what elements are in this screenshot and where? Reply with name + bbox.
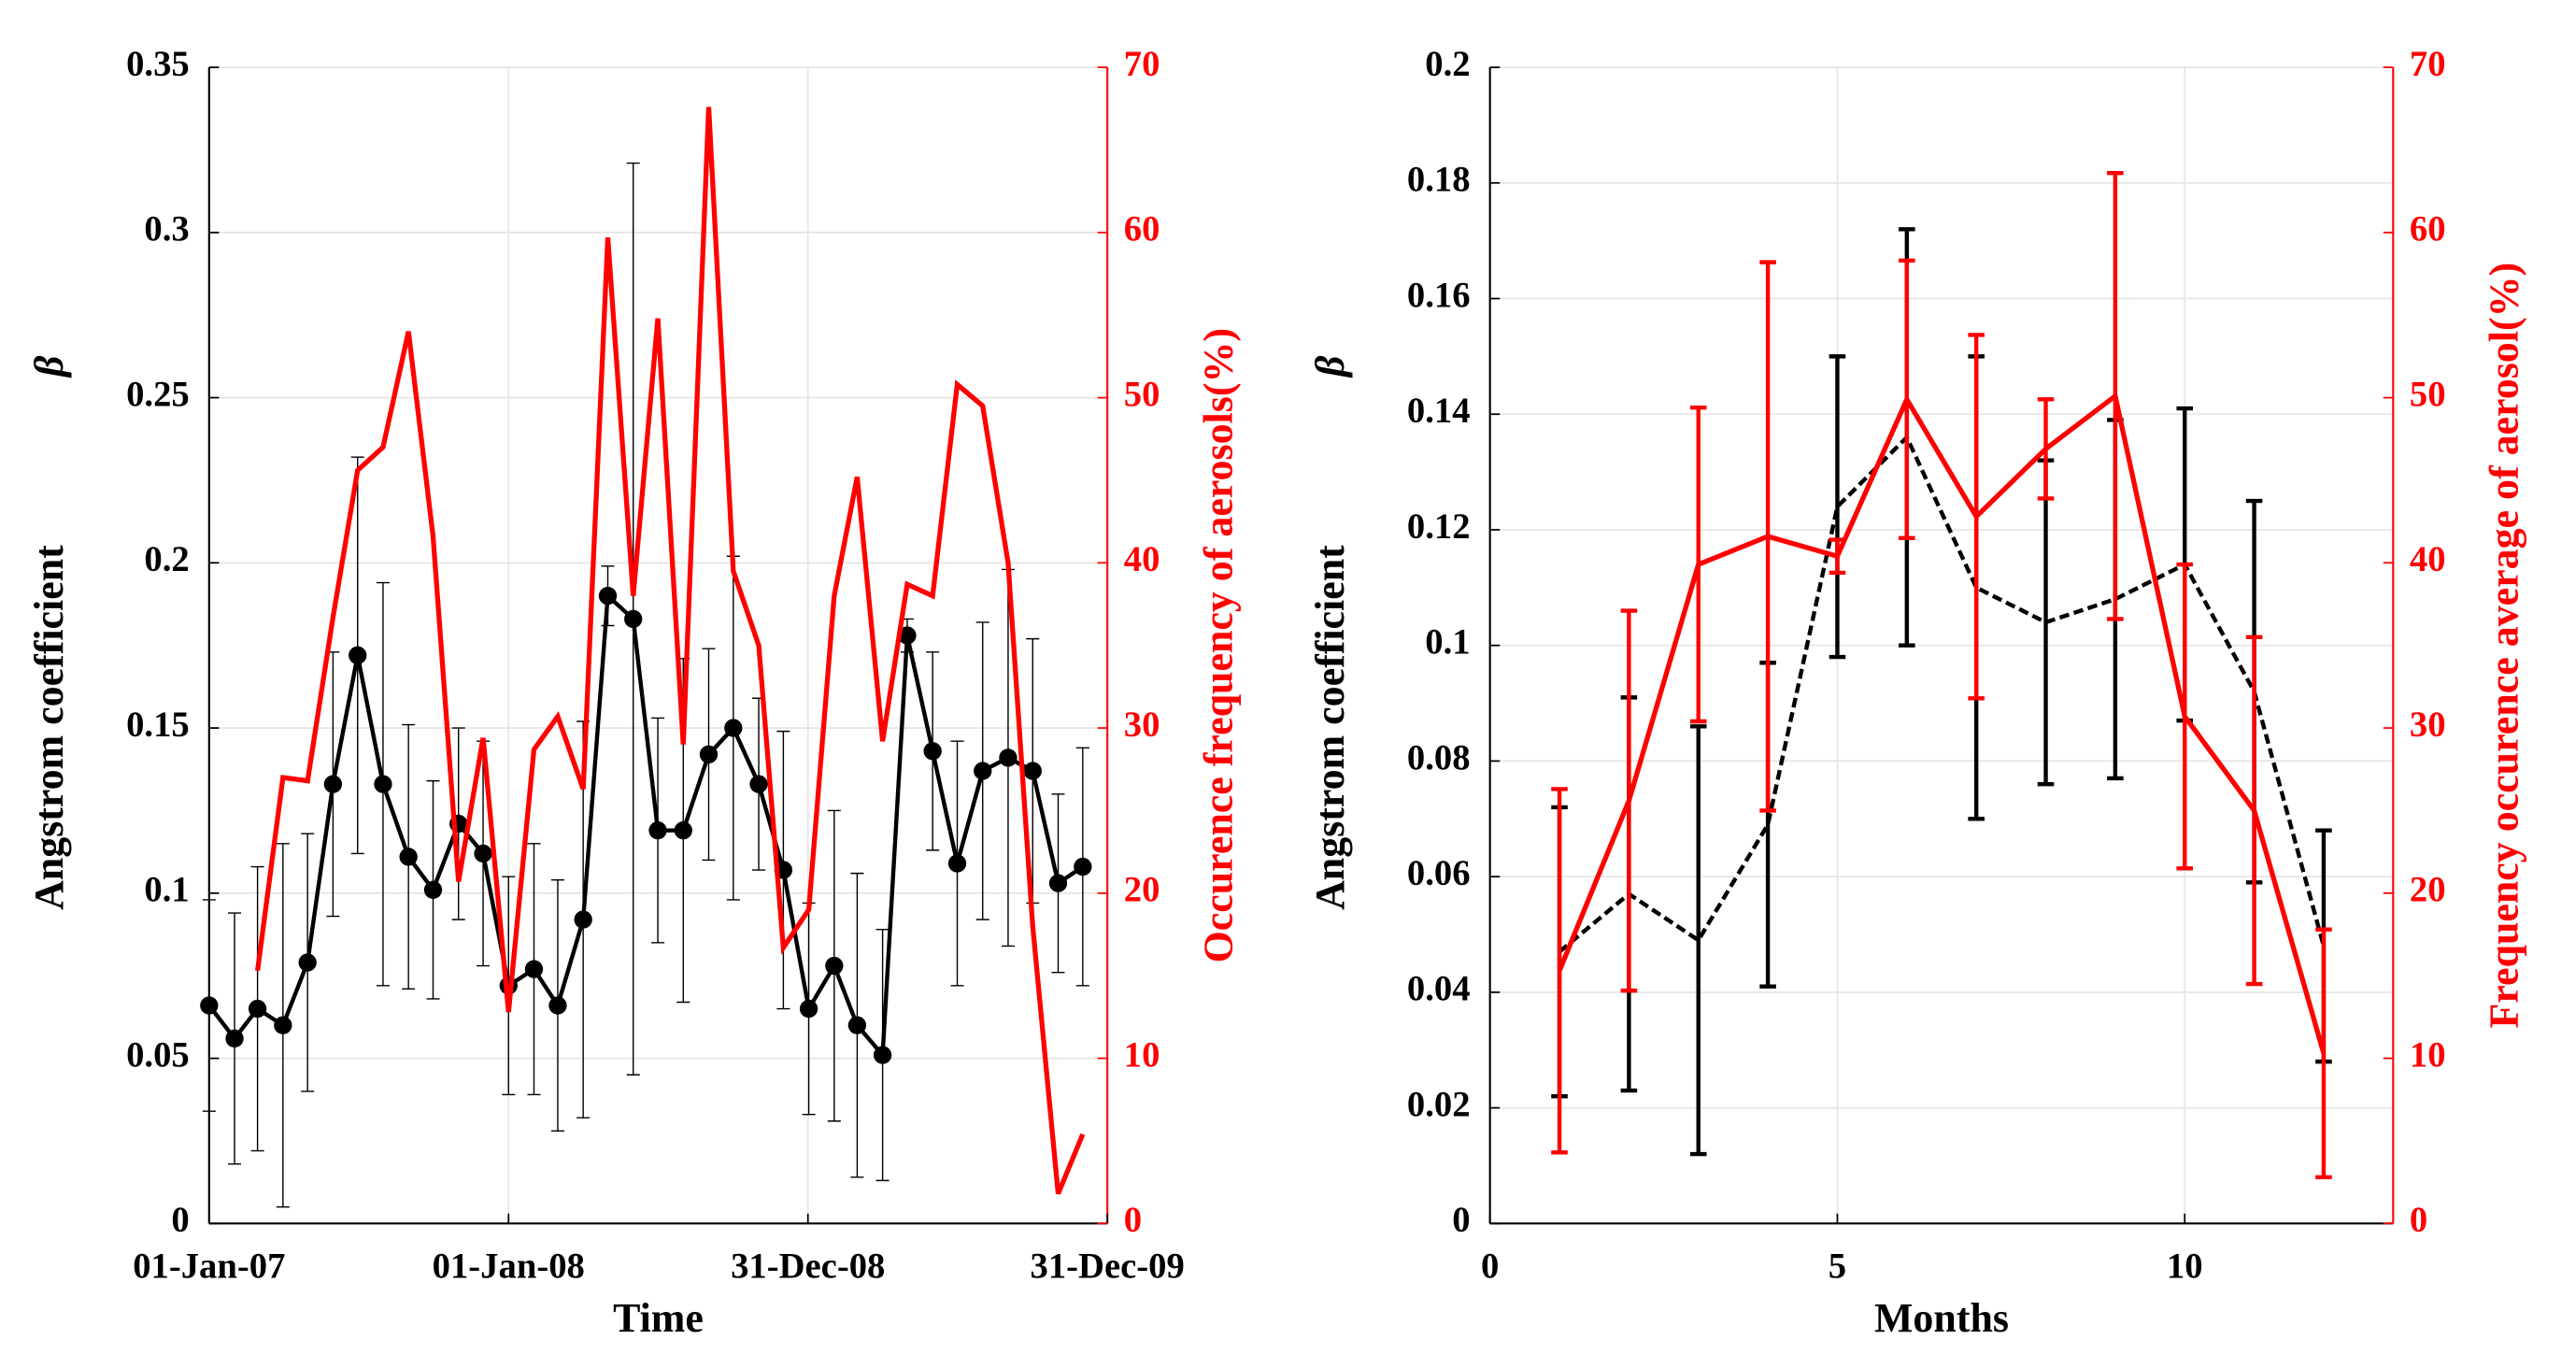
y2-tick-label: 30	[1124, 705, 1160, 745]
y-tick-label: 0.08	[1407, 738, 1471, 777]
marker	[323, 775, 343, 793]
y2-tick-label: 0	[1124, 1201, 1142, 1240]
marker	[399, 848, 418, 866]
x-tick-label: 01-Jan-07	[133, 1247, 285, 1286]
y-tick-label: 0.2	[1425, 45, 1470, 84]
marker	[598, 587, 618, 606]
y-axis-label: Angstrom coefficient	[1307, 545, 1353, 910]
error-bar	[1689, 724, 1707, 1157]
y-tick-label: 0.1	[144, 871, 189, 910]
y-tick-label: 0.04	[1407, 970, 1471, 1009]
x-tick-label: 01-Jan-08	[433, 1247, 585, 1286]
y2-tick-label: 40	[2410, 540, 2446, 579]
y2-tick-label: 40	[1124, 540, 1160, 579]
y-tick-label: 0.35	[126, 45, 190, 84]
y-tick-label: 0	[171, 1201, 189, 1240]
marker	[349, 646, 367, 664]
y-tick-label: 0.3	[144, 210, 189, 249]
error-bar	[1829, 354, 1846, 660]
x-tick-label: 31-Dec-09	[1031, 1247, 1185, 1286]
y2-tick-label: 20	[1124, 871, 1160, 910]
marker	[374, 775, 392, 793]
marker	[825, 956, 844, 976]
series-line	[207, 591, 1085, 1061]
marker	[423, 880, 443, 899]
marker	[298, 953, 317, 972]
y2-tick-label: 50	[2410, 375, 2446, 414]
x-axis-label: Time	[613, 1295, 704, 1341]
marker	[225, 1029, 244, 1048]
y2-tick-label: 50	[1124, 375, 1160, 414]
marker	[999, 748, 1018, 767]
marker	[898, 626, 917, 645]
y-tick-label: 0	[1452, 1201, 1470, 1240]
y-tick-label: 0.18	[1407, 161, 1471, 200]
y-tick-label: 0.02	[1407, 1085, 1471, 1124]
marker	[974, 762, 992, 780]
marker	[923, 742, 942, 761]
y2-axis-label: Frequency occurence average of aerosol(%…	[2481, 263, 2526, 1029]
y-axis-label: Angstrom coefficient	[26, 545, 72, 910]
y2-tick-label: 10	[1124, 1035, 1160, 1075]
marker	[574, 910, 592, 929]
y-tick-label: 0.2	[144, 540, 189, 579]
marker	[1074, 857, 1092, 876]
x-axis-label: Months	[1874, 1295, 2009, 1341]
y2-tick-label: 20	[2410, 871, 2446, 910]
marker	[524, 960, 544, 978]
y-tick-label: 0.15	[126, 705, 190, 745]
marker	[548, 996, 567, 1015]
marker	[648, 820, 667, 840]
marker	[248, 999, 267, 1019]
y-axis-symbol: β	[1307, 355, 1353, 378]
y2-tick-label: 60	[1124, 210, 1160, 249]
marker	[749, 775, 768, 793]
series-line	[1558, 434, 2327, 954]
marker	[799, 999, 818, 1019]
x-tick-label: 5	[1829, 1247, 1846, 1286]
y2-tick-label: 60	[2410, 210, 2446, 249]
y2-axis-label: Occurence frequency of aerosols(%)	[1195, 328, 1241, 962]
y2-tick-label: 10	[2410, 1035, 2446, 1075]
y-tick-label: 0.12	[1407, 507, 1471, 547]
marker	[699, 745, 719, 764]
y2-tick-label: 70	[1124, 45, 1160, 84]
marker	[873, 1046, 892, 1064]
marker	[274, 1016, 292, 1034]
x-tick-label: 31-Dec-08	[731, 1247, 885, 1286]
y-tick-label: 0.1	[1425, 623, 1470, 663]
marker	[1023, 762, 1042, 780]
marker	[200, 996, 219, 1015]
y-axis-symbol: β	[26, 355, 72, 378]
y-tick-label: 0.05	[126, 1035, 190, 1075]
marker	[724, 719, 743, 737]
y2-tick-label: 70	[2410, 45, 2446, 84]
series-line	[1557, 392, 2327, 1055]
series-line	[255, 107, 1086, 1195]
y2-tick-label: 30	[2410, 705, 2446, 745]
marker	[947, 854, 967, 873]
y2-tick-label: 0	[2410, 1201, 2427, 1240]
marker	[847, 1016, 867, 1034]
y-tick-label: 0.14	[1407, 392, 1471, 431]
x-tick-label: 0	[1481, 1247, 1499, 1286]
marker	[474, 844, 492, 863]
y-tick-label: 0.06	[1407, 854, 1471, 893]
marker	[624, 609, 643, 629]
marker	[674, 820, 692, 840]
marker	[1048, 874, 1068, 892]
x-tick-label: 10	[2167, 1247, 2203, 1286]
y-tick-label: 0.25	[126, 375, 190, 414]
y-tick-label: 0.16	[1407, 276, 1471, 315]
